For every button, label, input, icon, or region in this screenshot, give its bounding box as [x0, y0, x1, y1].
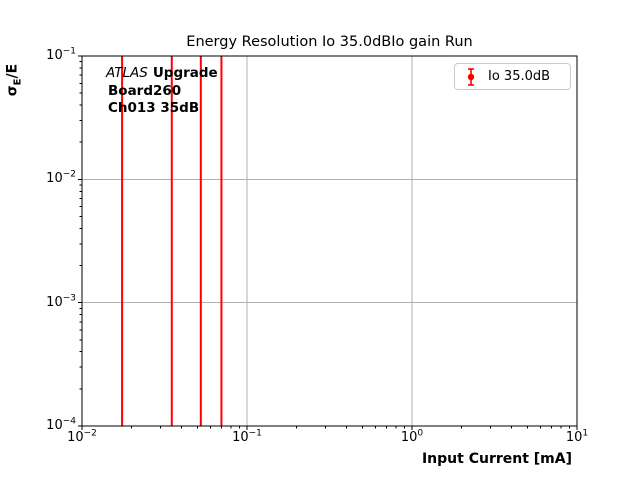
errorbar-marker-icon: [467, 67, 475, 86]
y-tick-label: 10−1: [46, 46, 76, 63]
y-tick-label: 10−4: [46, 416, 76, 433]
ylabel-subscript: E: [12, 78, 24, 86]
annotation-line-1: ATLAS Upgrade: [106, 65, 218, 83]
y-tick-label: 10−3: [46, 293, 76, 310]
tick-marks: [78, 55, 578, 430]
y-axis-label: σE/E: [5, 64, 24, 96]
annotation-line-3: Ch013 35dB: [108, 100, 200, 116]
axes-spines: [81, 55, 578, 427]
ylabel-rest: /E: [4, 63, 21, 79]
annotation-line-2: Board260: [108, 82, 182, 99]
x-tick-label: 101: [565, 428, 589, 445]
ylabel-sigma: σ: [4, 85, 21, 97]
annotation-block: ATLAS Upgrade Board260 Ch013 35dB: [106, 65, 218, 118]
data-errorbar-lines: [121, 56, 223, 426]
atlas-experiment-label: ATLAS: [106, 65, 148, 81]
x-tick-label: 100: [400, 428, 424, 445]
x-tick-label: 10−2: [67, 428, 97, 445]
legend: Io 35.0dB: [454, 63, 571, 90]
x-axis-label: Input Current [mA]: [421, 451, 572, 467]
legend-label: Io 35.0dB: [488, 69, 551, 84]
upgrade-label: Upgrade: [152, 65, 218, 81]
x-tick-label: 10−1: [232, 428, 262, 445]
chart-title: Energy Resolution Io 35.0dBIo gain Run: [186, 34, 473, 50]
y-tick-label: 10−2: [46, 170, 76, 187]
